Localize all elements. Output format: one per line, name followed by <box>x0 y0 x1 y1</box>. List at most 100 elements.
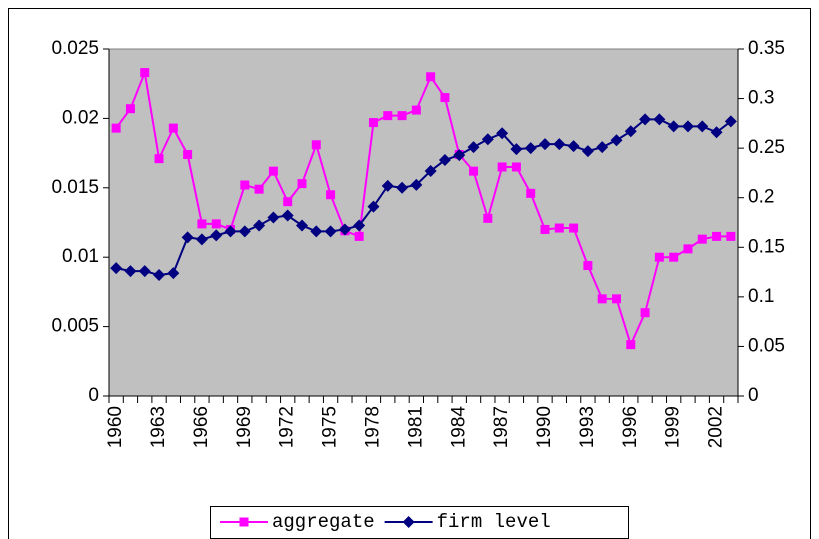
point <box>453 149 466 162</box>
point <box>467 141 480 154</box>
point <box>639 113 652 126</box>
point <box>596 141 609 154</box>
point <box>626 340 636 350</box>
x-tick-label: 1969 <box>234 406 255 448</box>
point <box>281 209 294 222</box>
y2-tick-label: 0 <box>748 385 759 406</box>
point <box>653 113 666 126</box>
point <box>540 224 550 234</box>
point <box>553 138 566 151</box>
point <box>326 190 336 200</box>
point <box>210 229 223 242</box>
point <box>396 181 409 194</box>
point <box>197 219 207 229</box>
y2-tick-label: 0.15 <box>748 236 785 257</box>
point <box>167 267 180 280</box>
point <box>481 133 494 146</box>
x-tick-label: 1981 <box>405 406 426 448</box>
point <box>669 252 679 262</box>
point <box>140 68 150 78</box>
point <box>253 219 266 232</box>
legend-marker <box>402 516 415 528</box>
point <box>111 123 121 133</box>
point <box>154 154 164 164</box>
x-tick-label: 1972 <box>277 406 298 448</box>
y-tick-label: 0.025 <box>51 38 99 59</box>
point <box>654 252 664 262</box>
legend-label: aggregate <box>272 511 375 533</box>
point <box>567 140 580 153</box>
point <box>569 223 579 233</box>
point <box>469 166 479 176</box>
point <box>497 162 507 172</box>
point <box>311 140 321 150</box>
point <box>496 127 509 140</box>
point <box>195 233 208 246</box>
x-tick-label: 1975 <box>320 406 341 448</box>
x-tick-label: 1966 <box>191 406 212 448</box>
point <box>153 269 166 282</box>
point <box>554 223 564 233</box>
point <box>726 231 736 241</box>
y-tick-label: 0.015 <box>51 177 99 198</box>
x-tick-label: 1960 <box>105 406 126 448</box>
point <box>268 166 278 176</box>
point <box>426 72 436 82</box>
point <box>438 154 451 167</box>
x-tick-label: 2002 <box>706 406 727 448</box>
point <box>138 265 151 278</box>
point <box>510 143 523 156</box>
point <box>397 111 407 121</box>
point <box>697 234 707 244</box>
x-tick-label: 1963 <box>148 406 169 448</box>
y2-tick-label: 0.05 <box>748 335 785 356</box>
point <box>297 179 307 189</box>
point <box>611 294 621 304</box>
point <box>683 244 693 254</box>
point <box>338 223 351 236</box>
point <box>224 225 237 238</box>
point <box>181 231 194 244</box>
y2-tick-label: 0.1 <box>748 286 774 307</box>
point <box>424 164 437 177</box>
point <box>526 188 536 198</box>
point <box>240 180 250 190</box>
point <box>583 261 593 271</box>
y-tick-label: 0.01 <box>62 246 99 267</box>
point <box>110 262 123 275</box>
point <box>310 225 323 238</box>
point <box>710 126 723 139</box>
y2-tick-label: 0.25 <box>748 137 785 158</box>
point <box>381 179 394 192</box>
point <box>324 225 337 238</box>
x-tick-label: 1978 <box>362 406 383 448</box>
point <box>524 142 537 155</box>
point <box>267 211 280 224</box>
point <box>168 123 178 133</box>
point <box>367 200 380 213</box>
point <box>211 219 221 229</box>
point <box>354 231 364 241</box>
x-tick-label: 1987 <box>491 406 512 448</box>
point <box>368 118 378 128</box>
legend-marker <box>239 517 249 527</box>
point <box>511 162 521 172</box>
y-tick-label: 0.005 <box>51 316 99 337</box>
point <box>483 213 493 223</box>
y-tick-label: 0 <box>88 385 99 406</box>
point <box>411 105 421 115</box>
point <box>681 120 694 133</box>
point <box>581 145 594 158</box>
point <box>640 308 650 318</box>
y2-tick-label: 0.2 <box>748 187 774 208</box>
point <box>238 225 251 238</box>
point <box>183 149 193 159</box>
point <box>283 197 293 207</box>
y-tick-label: 0.02 <box>62 107 99 128</box>
point <box>254 184 264 194</box>
legend-label: firm level <box>437 511 551 533</box>
point <box>124 265 137 278</box>
point <box>440 93 450 103</box>
x-tick-label: 1990 <box>534 406 555 448</box>
